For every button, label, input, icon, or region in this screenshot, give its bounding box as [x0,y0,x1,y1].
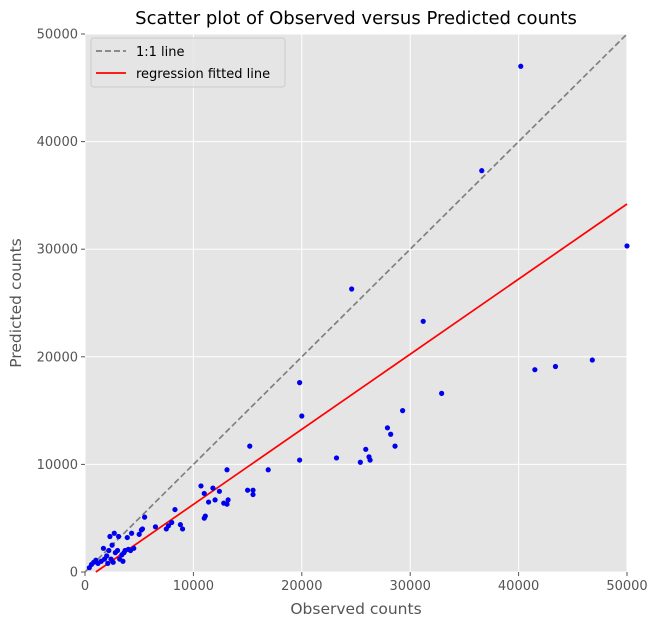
data-point [205,499,212,505]
y-tick-label: 30000 [37,243,78,258]
y-tick-label: 20000 [37,350,78,365]
y-tick-label: 50000 [37,28,78,43]
data-point [179,526,186,532]
y-tick-label: 10000 [37,458,78,473]
grid-lines [84,33,628,573]
x-tick-label: 10000 [173,579,214,594]
data-point [250,491,256,498]
identity-line [84,33,628,573]
data-point [333,455,340,461]
data-point [245,487,251,493]
data-point [439,390,445,396]
y-axis-title: Predicted counts [7,238,25,368]
data-point [107,533,113,540]
x-tick-label: 30000 [390,579,431,594]
data-point [110,559,116,565]
data-point [420,318,426,324]
data-point [131,545,137,551]
legend-label-1-1-line: 1:1 line [136,45,185,60]
data-point [388,431,394,437]
data-point [216,488,223,494]
data-point [100,545,107,551]
data-points [86,63,630,571]
data-point [109,542,115,548]
data-point [589,357,595,363]
data-point [392,443,398,449]
data-point [210,485,216,491]
data-point [142,514,148,520]
x-tick-label: 20000 [281,579,322,594]
data-point [201,490,207,497]
legend-box [90,37,286,88]
data-point [136,531,142,537]
data-point [169,519,175,526]
chart-title: Scatter plot of Observed versus Predicte… [135,8,577,29]
data-point [224,467,230,473]
data-point [165,523,172,529]
data-point [518,63,524,69]
data-point [357,459,363,465]
data-point [104,553,110,559]
data-point [624,243,630,249]
data-point [250,487,256,493]
x-tick-label: 40000 [498,579,539,594]
data-point [265,467,271,473]
data-point [111,530,117,536]
data-point [139,526,146,532]
data-point [106,547,112,554]
data-point [297,380,303,386]
data-point [349,286,355,292]
data-point [212,497,218,503]
data-point [177,522,183,528]
regression-line [95,203,628,573]
data-point [225,497,231,503]
legend: 1:1 line regression fitted line [90,37,286,88]
data-point [129,530,135,536]
data-point [384,425,391,431]
series-layer [84,33,628,573]
x-tick-label: 0 [81,579,89,594]
data-point [224,501,230,507]
data-point [299,413,305,419]
data-point [198,483,204,489]
x-tick-label: 50000 [606,579,647,594]
data-point [120,558,126,564]
legend-label-regression-line: regression fitted line [136,67,270,82]
x-axis-title: Observed counts [290,600,421,618]
data-point [124,534,130,541]
data-point [297,457,303,463]
data-point [247,443,253,449]
data-point [116,533,122,540]
data-point [114,547,121,554]
data-point [152,524,159,530]
data-point [532,367,538,373]
data-point [172,506,178,513]
data-point [105,560,111,566]
data-point [202,513,208,519]
data-point [363,446,369,452]
data-point [367,457,373,463]
data-point [479,168,485,174]
y-tick-label: 0 [70,566,78,581]
axis-ticks: 0 10000 20000 30000 40000 50000 0 10000 20000 300… [37,28,648,595]
data-point [400,408,406,414]
y-tick-label: 40000 [37,135,78,150]
data-point [552,363,559,370]
